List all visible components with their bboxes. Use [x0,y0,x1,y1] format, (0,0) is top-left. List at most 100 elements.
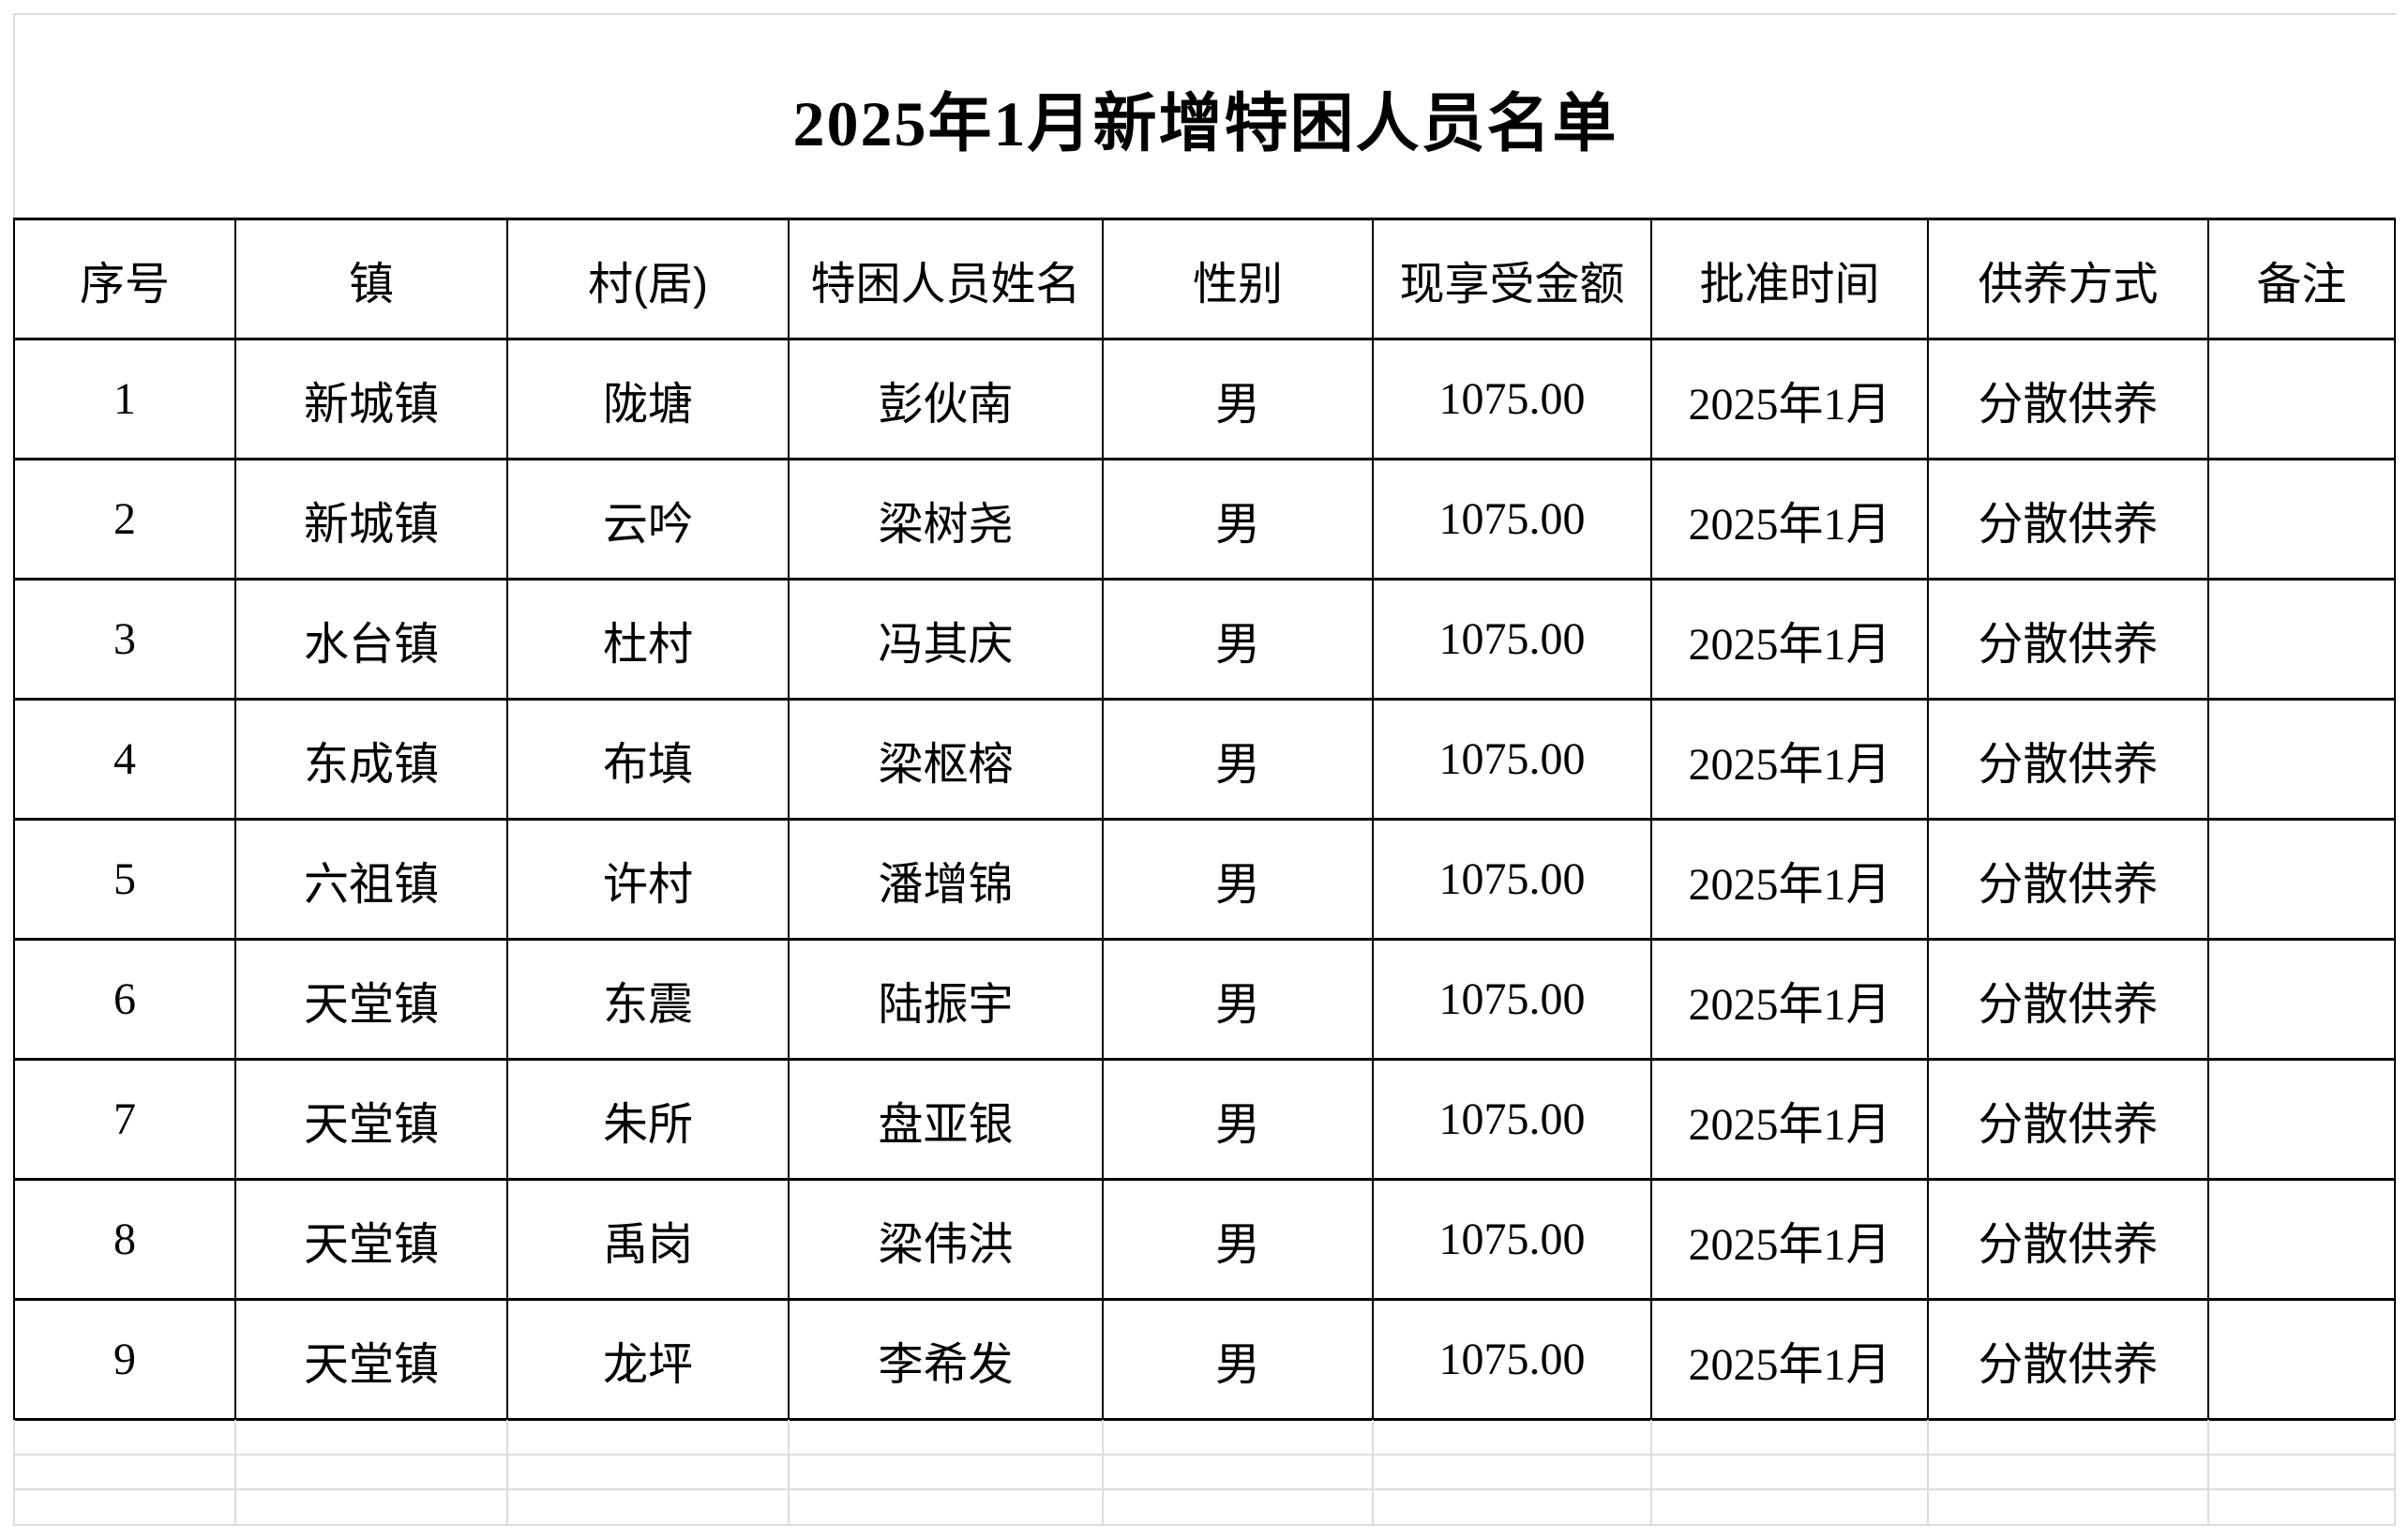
empty-cell-column[interactable] [1104,1420,1374,1526]
cell-index[interactable]: 6 [13,938,236,1061]
cell-village[interactable]: 东震 [506,938,790,1061]
cell-support-type[interactable]: 分散供养 [1927,938,2209,1061]
cell-approval-time[interactable]: 2025年1月 [1650,698,1929,821]
cell-support-type[interactable]: 分散供养 [1927,1298,2209,1421]
empty-cell-row[interactable] [15,1456,2396,1491]
cell-name[interactable]: 梁树尧 [788,458,1104,581]
cell-amount[interactable]: 1075.00 [1372,1178,1652,1301]
col-header-gender[interactable]: 性别 [1102,218,1374,340]
cell-gender[interactable]: 男 [1102,938,1374,1061]
empty-cell-column[interactable] [508,1420,790,1526]
cell-name[interactable]: 陆振宇 [788,938,1104,1061]
cell-name[interactable]: 梁伟洪 [788,1178,1104,1301]
cell-support-type[interactable]: 分散供养 [1927,338,2209,460]
cell-village[interactable]: 杜村 [506,578,790,701]
cell-village[interactable]: 云吟 [506,458,790,581]
cell-remark[interactable] [2207,818,2396,941]
cell-index[interactable]: 3 [13,578,236,701]
cell-gender[interactable]: 男 [1102,578,1374,701]
cell-index[interactable]: 1 [13,338,236,460]
cell-remark[interactable] [2207,1058,2396,1181]
cell-approval-time[interactable]: 2025年1月 [1650,578,1929,701]
empty-cell-column[interactable] [236,1420,508,1526]
cell-town[interactable]: 东成镇 [234,698,508,821]
cell-gender[interactable]: 男 [1102,1178,1374,1301]
cell-amount[interactable]: 1075.00 [1372,338,1652,460]
cell-gender[interactable]: 男 [1102,818,1374,941]
cell-name[interactable]: 盘亚银 [788,1058,1104,1181]
cell-approval-time[interactable]: 2025年1月 [1650,1298,1929,1421]
col-header-index[interactable]: 序号 [13,218,236,340]
cell-gender[interactable]: 男 [1102,458,1374,581]
cell-gender[interactable]: 男 [1102,1058,1374,1181]
cell-village[interactable]: 禹岗 [506,1178,790,1301]
cell-approval-time[interactable]: 2025年1月 [1650,938,1929,1061]
empty-cell-row[interactable] [15,1490,2396,1527]
col-header-amount[interactable]: 现享受金额 [1372,218,1652,340]
cell-remark[interactable] [2207,458,2396,581]
col-header-name[interactable]: 特困人员姓名 [788,218,1104,340]
cell-support-type[interactable]: 分散供养 [1927,1058,2209,1181]
cell-gender[interactable]: 男 [1102,338,1374,460]
cell-village[interactable]: 龙坪 [506,1298,790,1421]
cell-town[interactable]: 天堂镇 [234,1298,508,1421]
cell-approval-time[interactable]: 2025年1月 [1650,1178,1929,1301]
col-header-support-type[interactable]: 供养方式 [1927,218,2209,340]
cell-remark[interactable] [2207,938,2396,1061]
cell-town[interactable]: 水台镇 [234,578,508,701]
cell-index[interactable]: 7 [13,1058,236,1181]
cell-town[interactable]: 六祖镇 [234,818,508,941]
empty-cell-column[interactable] [2209,1420,2396,1526]
cell-index[interactable]: 9 [13,1298,236,1421]
cell-name[interactable]: 冯其庆 [788,578,1104,701]
cell-approval-time[interactable]: 2025年1月 [1650,818,1929,941]
cell-village[interactable]: 陇塘 [506,338,790,460]
cell-town[interactable]: 天堂镇 [234,938,508,1061]
cell-remark[interactable] [2207,578,2396,701]
col-header-remarks[interactable]: 备注 [2207,218,2396,340]
cell-remark[interactable] [2207,1298,2396,1421]
cell-amount[interactable]: 1075.00 [1372,938,1652,1061]
empty-cell-column[interactable] [790,1420,1104,1526]
cell-village[interactable]: 布填 [506,698,790,821]
cell-town[interactable]: 新城镇 [234,338,508,460]
col-header-village[interactable]: 村(居) [506,218,790,340]
col-header-approval-time[interactable]: 批准时间 [1650,218,1929,340]
cell-town[interactable]: 天堂镇 [234,1058,508,1181]
cell-amount[interactable]: 1075.00 [1372,578,1652,701]
cell-support-type[interactable]: 分散供养 [1927,578,2209,701]
empty-cell-column[interactable] [1652,1420,1929,1526]
empty-cell-row[interactable] [15,1420,2396,1456]
cell-approval-time[interactable]: 2025年1月 [1650,1058,1929,1181]
cell-approval-time[interactable]: 2025年1月 [1650,338,1929,460]
empty-cell-column[interactable] [1374,1420,1652,1526]
cell-index[interactable]: 5 [13,818,236,941]
cell-remark[interactable] [2207,698,2396,821]
cell-amount[interactable]: 1075.00 [1372,1298,1652,1421]
cell-village[interactable]: 朱所 [506,1058,790,1181]
cell-amount[interactable]: 1075.00 [1372,698,1652,821]
cell-support-type[interactable]: 分散供养 [1927,818,2209,941]
empty-cell-column[interactable] [1929,1420,2209,1526]
cell-index[interactable]: 4 [13,698,236,821]
cell-name[interactable]: 李希发 [788,1298,1104,1421]
cell-name[interactable]: 彭伙南 [788,338,1104,460]
cell-support-type[interactable]: 分散供养 [1927,698,2209,821]
cell-gender[interactable]: 男 [1102,1298,1374,1421]
cell-support-type[interactable]: 分散供养 [1927,1178,2209,1301]
cell-remark[interactable] [2207,1178,2396,1301]
cell-support-type[interactable]: 分散供养 [1927,458,2209,581]
cell-index[interactable]: 2 [13,458,236,581]
empty-cell-column[interactable] [15,1420,236,1526]
col-header-town[interactable]: 镇 [234,218,508,340]
cell-town[interactable]: 新城镇 [234,458,508,581]
cell-town[interactable]: 天堂镇 [234,1178,508,1301]
cell-name[interactable]: 潘增锦 [788,818,1104,941]
cell-amount[interactable]: 1075.00 [1372,458,1652,581]
cell-name[interactable]: 梁枢榕 [788,698,1104,821]
cell-amount[interactable]: 1075.00 [1372,818,1652,941]
cell-amount[interactable]: 1075.00 [1372,1058,1652,1181]
cell-village[interactable]: 许村 [506,818,790,941]
cell-index[interactable]: 8 [13,1178,236,1301]
cell-remark[interactable] [2207,338,2396,460]
